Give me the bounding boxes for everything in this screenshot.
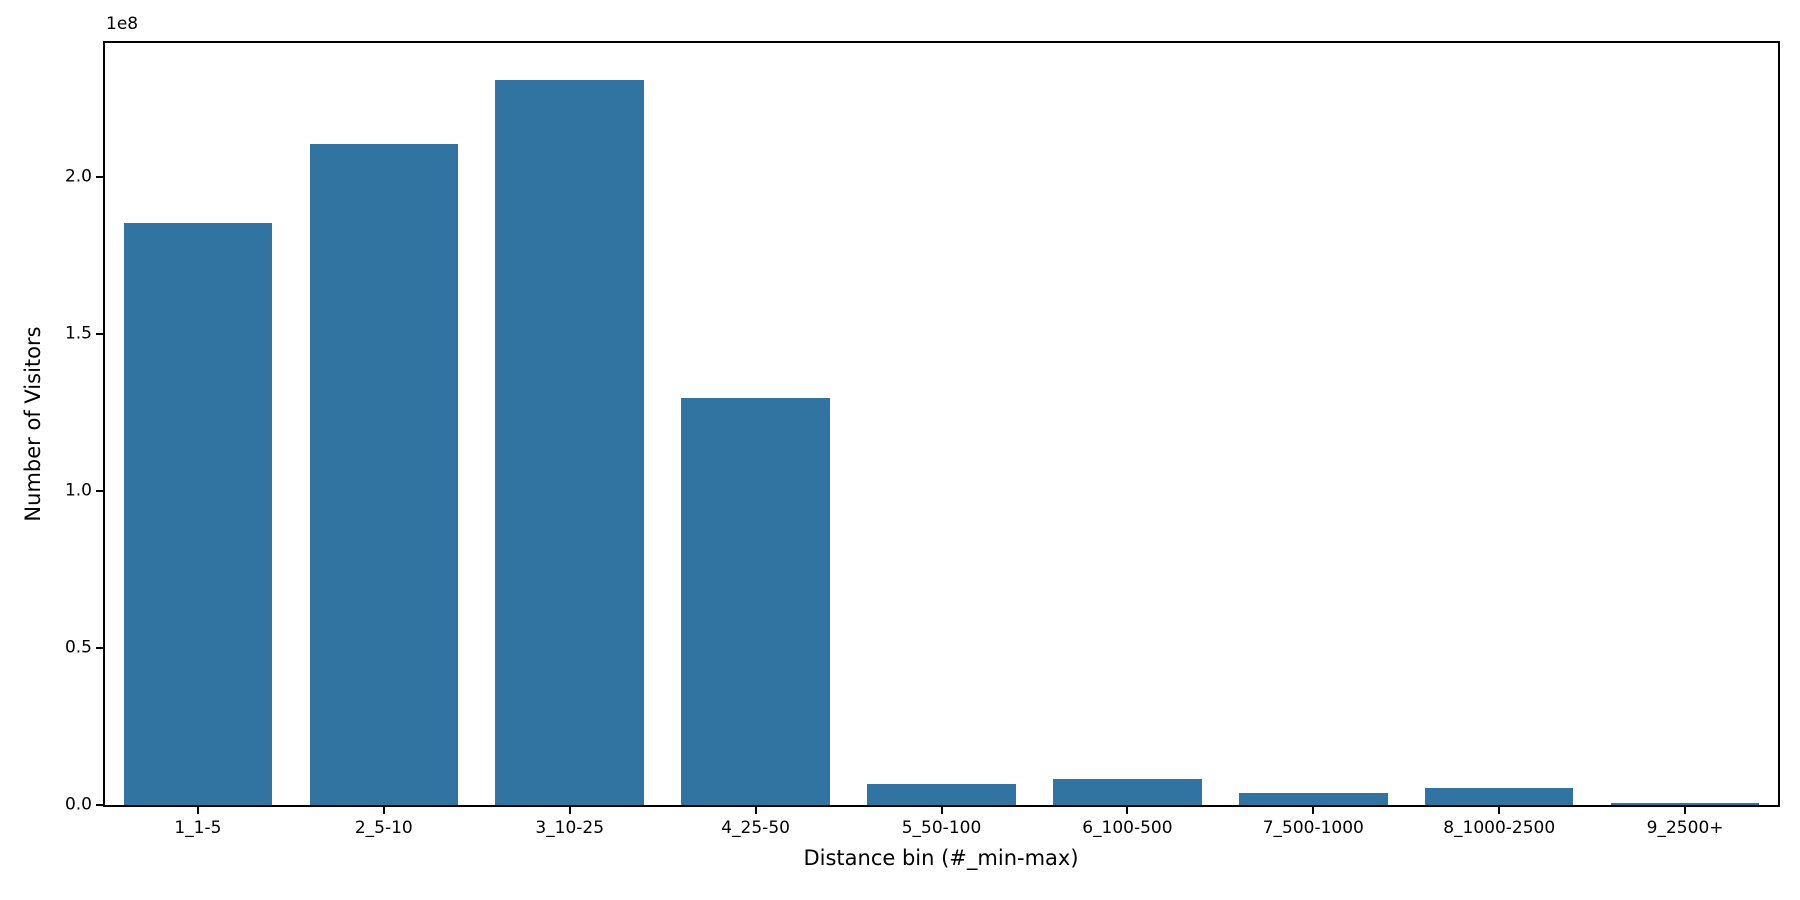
x-tick-label: 8_1000-2500 bbox=[1443, 818, 1556, 838]
x-tick-mark bbox=[1126, 807, 1129, 814]
bar-3_10-25 bbox=[495, 80, 645, 805]
y-tick-label: 2.0 bbox=[64, 166, 92, 187]
x-axis-label: Distance bin (#_min-max) bbox=[803, 846, 1079, 870]
x-tick-label: 4_25-50 bbox=[721, 818, 790, 838]
x-tick-label: 5_50-100 bbox=[901, 818, 982, 838]
y-tick-mark bbox=[96, 333, 103, 335]
x-tick-label: 1_1-5 bbox=[174, 818, 222, 838]
bar-2_5-10 bbox=[309, 144, 459, 805]
y-tick-label: 0.0 bbox=[64, 794, 92, 815]
x-tick-mark bbox=[754, 807, 757, 814]
bar-5_50-100 bbox=[867, 784, 1016, 805]
x-tick-mark bbox=[1312, 807, 1315, 814]
plot-frame bbox=[103, 41, 1780, 807]
x-tick-mark bbox=[1684, 807, 1687, 814]
y-tick-label: 1.5 bbox=[64, 323, 92, 344]
y-axis-offset-text: 1e8 bbox=[106, 14, 139, 34]
y-tick-label: 1.0 bbox=[64, 480, 92, 501]
bar-4_25-50 bbox=[681, 398, 830, 805]
bar-6_100-500 bbox=[1053, 778, 1202, 805]
y-tick-mark bbox=[96, 647, 103, 649]
y-tick-label: 0.5 bbox=[64, 637, 92, 658]
y-tick-mark bbox=[96, 490, 103, 492]
x-tick-mark bbox=[1498, 807, 1501, 814]
x-tick-label: 2_5-10 bbox=[354, 818, 413, 838]
y-tick-mark bbox=[96, 804, 103, 806]
bar-1_1-5 bbox=[123, 222, 273, 805]
bar-8_1000-2500 bbox=[1424, 788, 1574, 805]
x-tick-label: 6_100-500 bbox=[1082, 818, 1173, 838]
y-tick-mark bbox=[96, 176, 103, 179]
x-tick-mark bbox=[940, 807, 943, 814]
x-tick-label: 9_2500+ bbox=[1646, 818, 1724, 838]
bar-7_500-1000 bbox=[1238, 793, 1388, 805]
plot-area bbox=[105, 43, 1778, 805]
x-tick-label: 3_10-25 bbox=[535, 818, 605, 838]
bar-9_2500+ bbox=[1610, 803, 1760, 805]
x-tick-label: 7_500-1000 bbox=[1262, 818, 1364, 838]
x-tick-mark bbox=[382, 807, 385, 814]
x-tick-mark bbox=[568, 807, 571, 814]
x-tick-mark bbox=[196, 807, 199, 814]
